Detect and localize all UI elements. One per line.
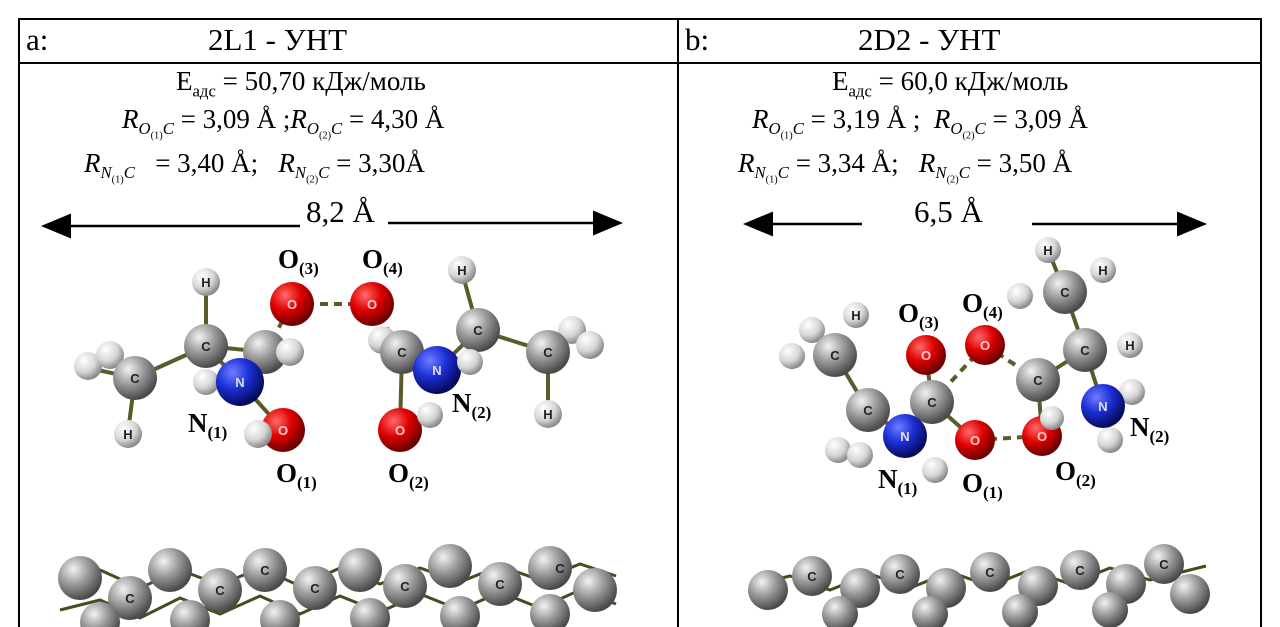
svg-text:C: C: [1075, 563, 1085, 578]
svg-text:H: H: [457, 263, 466, 278]
svg-text:C: C: [895, 567, 905, 582]
header-divider: [18, 62, 1262, 64]
svg-text:H: H: [201, 275, 210, 290]
svg-text:O: O: [1037, 429, 1047, 444]
panel-a-rn-distances: RN(1)C = 3,40 Å; RN(2)C = 3,30Å: [84, 148, 425, 186]
svg-text:O: O: [278, 423, 288, 438]
svg-text:O: O: [395, 423, 405, 438]
panel-b-letter: b:: [685, 22, 710, 57]
svg-text:C: C: [260, 563, 270, 578]
svg-text:O: O: [980, 338, 990, 353]
svg-text:N: N: [432, 363, 441, 378]
svg-text:N: N: [900, 429, 909, 444]
svg-text:C: C: [1060, 285, 1070, 300]
svg-text:O(1): O(1): [962, 468, 1003, 502]
svg-text:O(3): O(3): [278, 244, 319, 278]
svg-text:O: O: [287, 297, 297, 312]
svg-text:C: C: [473, 323, 483, 338]
panel-b-title: 2D2 - УНТ: [858, 22, 1001, 57]
panel-a-title: 2L1 - УНТ: [208, 22, 348, 57]
svg-text:H: H: [543, 407, 552, 422]
svg-text:C: C: [985, 565, 995, 580]
table-frame: [18, 18, 1262, 627]
svg-text:C: C: [555, 561, 565, 576]
column-divider: [677, 18, 679, 627]
panel-b-rn-distances: RN(1)C = 3,34 Å; RN(2)C = 3,50 Å: [738, 148, 1073, 186]
svg-text:C: C: [927, 395, 937, 410]
svg-text:C: C: [543, 345, 553, 360]
svg-text:H: H: [123, 427, 132, 442]
svg-text:C: C: [1080, 343, 1090, 358]
svg-text:N: N: [1098, 399, 1107, 414]
svg-text:H: H: [851, 308, 860, 323]
svg-text:C: C: [125, 591, 135, 606]
svg-text:C: C: [400, 579, 410, 594]
panel-a-nanotube: C C C C C C C: [58, 544, 617, 627]
svg-text:C: C: [495, 577, 505, 592]
svg-text:O: O: [921, 348, 931, 363]
svg-text:O: O: [970, 433, 980, 448]
panel-a-distance: 8,2 Å: [306, 194, 375, 229]
svg-text:C: C: [863, 403, 873, 418]
panel-b-ro-distances: RO(1)C = 3,19 Å ; RO(2)C = 3,09 Å: [752, 104, 1088, 142]
panel-a-letter: a:: [26, 22, 49, 57]
svg-text:H: H: [1098, 263, 1107, 278]
svg-text:H: H: [1125, 338, 1134, 353]
svg-text:N(2): N(2): [1130, 412, 1169, 446]
svg-text:C: C: [1033, 373, 1043, 388]
svg-text:C: C: [397, 345, 407, 360]
panel-b-energy: Eадс = 60,0 кДж/моль: [832, 66, 1069, 101]
panel-a-energy: Eадс = 50,70 кДж/моль: [176, 66, 426, 101]
svg-text:O: O: [367, 297, 377, 312]
svg-text:O(4): O(4): [362, 244, 403, 278]
svg-text:C: C: [215, 583, 225, 598]
svg-text:C: C: [807, 569, 817, 584]
svg-text:O(2): O(2): [1055, 456, 1096, 490]
svg-text:N: N: [235, 375, 244, 390]
svg-text:O(4): O(4): [962, 288, 1003, 322]
svg-text:C: C: [1159, 557, 1169, 572]
svg-text:C: C: [310, 581, 320, 596]
panel-a-ro-distances: RO(1)C = 3,09 Å ;RO(2)C = 4,30 Å: [122, 104, 445, 142]
svg-text:N(1): N(1): [878, 464, 917, 498]
panel-b-distance: 6,5 Å: [914, 194, 983, 229]
svg-text:C: C: [130, 371, 140, 386]
svg-text:O(3): O(3): [898, 298, 939, 332]
svg-text:C: C: [830, 348, 840, 363]
svg-text:C: C: [201, 339, 211, 354]
svg-text:H: H: [1043, 243, 1052, 258]
